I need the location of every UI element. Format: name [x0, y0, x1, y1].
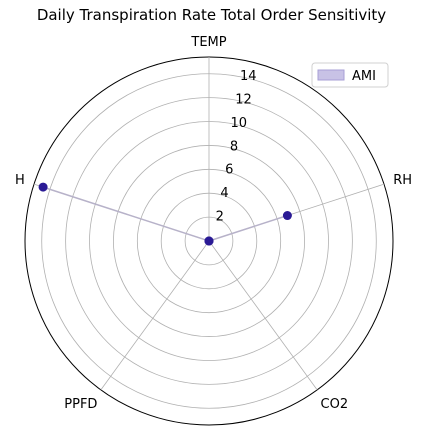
- axis-label-temp: TEMP: [190, 35, 226, 50]
- spoke-co2: [208, 240, 318, 391]
- data-point-ppfd: [204, 236, 214, 246]
- axis-label-h: H: [15, 173, 25, 188]
- spoke-ppfd: [100, 240, 210, 391]
- axis-label-co2: CO2: [321, 397, 349, 412]
- legend-label-ami: AMI: [352, 69, 376, 84]
- legend-box: [311, 62, 389, 88]
- r-tick-label-8: 8: [230, 139, 238, 154]
- data-point-h: [38, 182, 48, 192]
- r-tick-label-10: 10: [230, 116, 247, 131]
- axis-label-ppfd: PPFD: [64, 397, 97, 412]
- axis-label-rh: RH: [393, 173, 412, 188]
- chart-title: Daily Transpiration Rate Total Order Sen…: [36, 6, 387, 24]
- series-area-ami: [42, 186, 288, 242]
- r-tick-label-6: 6: [225, 163, 233, 178]
- r-tick-label-2: 2: [216, 210, 224, 225]
- r-tick-label-12: 12: [235, 92, 252, 107]
- data-point-rh: [282, 211, 292, 221]
- legend-swatch-ami: [317, 69, 345, 81]
- r-tick-label-4: 4: [220, 186, 228, 201]
- r-tick-label-14: 14: [240, 69, 257, 84]
